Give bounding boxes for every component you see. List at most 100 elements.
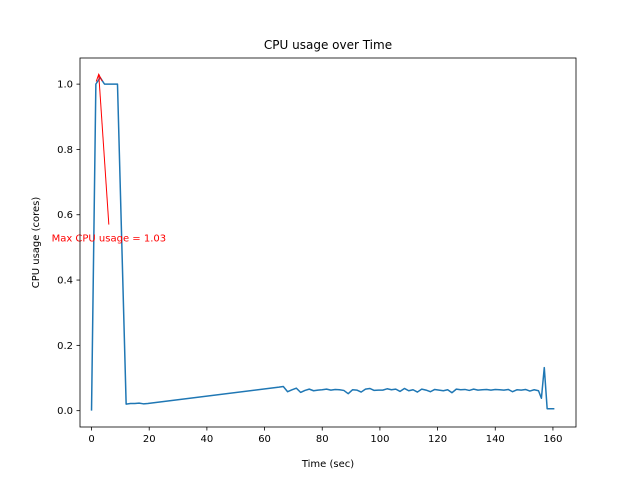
x-tick-label: 20 xyxy=(143,434,156,445)
data-point xyxy=(147,403,148,404)
data-point xyxy=(287,391,288,392)
data-point xyxy=(447,389,448,390)
data-point xyxy=(547,408,548,409)
data-point xyxy=(291,389,292,390)
data-point xyxy=(529,390,530,391)
series-line-0 xyxy=(90,76,555,411)
data-point xyxy=(464,389,465,390)
data-point xyxy=(317,390,318,391)
data-point xyxy=(404,388,405,389)
data-point xyxy=(326,389,327,390)
data-point xyxy=(387,388,388,389)
data-point xyxy=(508,389,509,390)
data-point xyxy=(482,389,483,390)
data-point xyxy=(460,389,461,390)
x-tick-label: 80 xyxy=(316,434,329,445)
plot-area xyxy=(80,58,576,427)
data-point xyxy=(361,391,362,392)
data-point xyxy=(134,403,135,404)
data-point xyxy=(534,389,535,390)
data-point xyxy=(417,391,418,392)
annotation-arrowhead xyxy=(95,73,103,82)
data-point xyxy=(104,84,105,85)
axes-frame xyxy=(79,57,577,428)
data-point xyxy=(495,389,496,390)
data-point xyxy=(451,392,452,393)
x-tick-label: 40 xyxy=(201,434,214,445)
data-point xyxy=(339,389,340,390)
data-point xyxy=(541,398,542,399)
data-point xyxy=(421,389,422,390)
chart-title: CPU usage over Time xyxy=(264,38,392,52)
data-point xyxy=(335,389,336,390)
annotation-arrow xyxy=(98,74,110,225)
data-point xyxy=(408,390,409,391)
data-point xyxy=(309,389,310,390)
data-point xyxy=(503,390,504,391)
x-axis-label: Time (sec) xyxy=(301,459,354,470)
data-point xyxy=(549,408,550,409)
data-point xyxy=(430,391,431,392)
data-point xyxy=(382,390,383,391)
data-point xyxy=(538,390,539,391)
data-point xyxy=(395,389,396,390)
data-point xyxy=(352,389,353,390)
data-point xyxy=(108,84,109,85)
data-point xyxy=(499,389,500,390)
x-tick-label: 160 xyxy=(543,434,562,445)
y-tick-label: 0.2 xyxy=(57,341,73,352)
data-point xyxy=(490,390,491,391)
data-point xyxy=(278,387,279,388)
data-point xyxy=(313,390,314,391)
data-layer xyxy=(90,76,555,411)
data-point xyxy=(117,84,118,85)
data-point xyxy=(304,390,305,391)
data-point xyxy=(399,391,400,392)
x-tick-label: 120 xyxy=(428,434,447,445)
data-point xyxy=(374,390,375,391)
data-point xyxy=(356,390,357,391)
data-point xyxy=(477,390,478,391)
x-tick-label: 140 xyxy=(486,434,505,445)
data-point xyxy=(521,390,522,391)
data-point xyxy=(343,390,344,391)
data-point xyxy=(391,389,392,390)
data-point xyxy=(544,367,545,368)
data-point xyxy=(113,84,114,85)
data-point xyxy=(469,390,470,391)
data-point xyxy=(91,410,92,411)
data-point xyxy=(473,389,474,390)
data-point xyxy=(425,390,426,391)
data-point xyxy=(130,403,131,404)
data-point xyxy=(300,392,301,393)
data-point xyxy=(365,389,366,390)
data-point xyxy=(412,389,413,390)
annotation-label: Max CPU usage = 1.03 xyxy=(52,234,167,245)
y-tick-label: 0.4 xyxy=(57,276,73,287)
data-point xyxy=(378,390,379,391)
data-point xyxy=(95,84,96,85)
data-point xyxy=(296,388,297,389)
y-tick-label: 0.8 xyxy=(57,145,73,156)
data-point xyxy=(525,389,526,390)
data-point xyxy=(512,391,513,392)
x-tick-label: 60 xyxy=(258,434,271,445)
data-point xyxy=(456,389,457,390)
annotation-layer: Max CPU usage = 1.03 xyxy=(52,73,167,245)
data-point xyxy=(443,390,444,391)
data-point xyxy=(348,393,349,394)
x-tick-label: 0 xyxy=(88,434,94,445)
y-tick-label: 0.0 xyxy=(57,406,73,417)
data-point xyxy=(330,390,331,391)
y-tick-label: 1.0 xyxy=(57,80,73,91)
data-point xyxy=(438,390,439,391)
data-point xyxy=(554,408,555,409)
data-point xyxy=(322,389,323,390)
y-tick-label: 0.6 xyxy=(57,210,73,221)
data-point xyxy=(139,403,140,404)
data-point xyxy=(369,388,370,389)
data-point xyxy=(126,404,127,405)
data-point xyxy=(434,389,435,390)
data-point xyxy=(283,386,284,387)
